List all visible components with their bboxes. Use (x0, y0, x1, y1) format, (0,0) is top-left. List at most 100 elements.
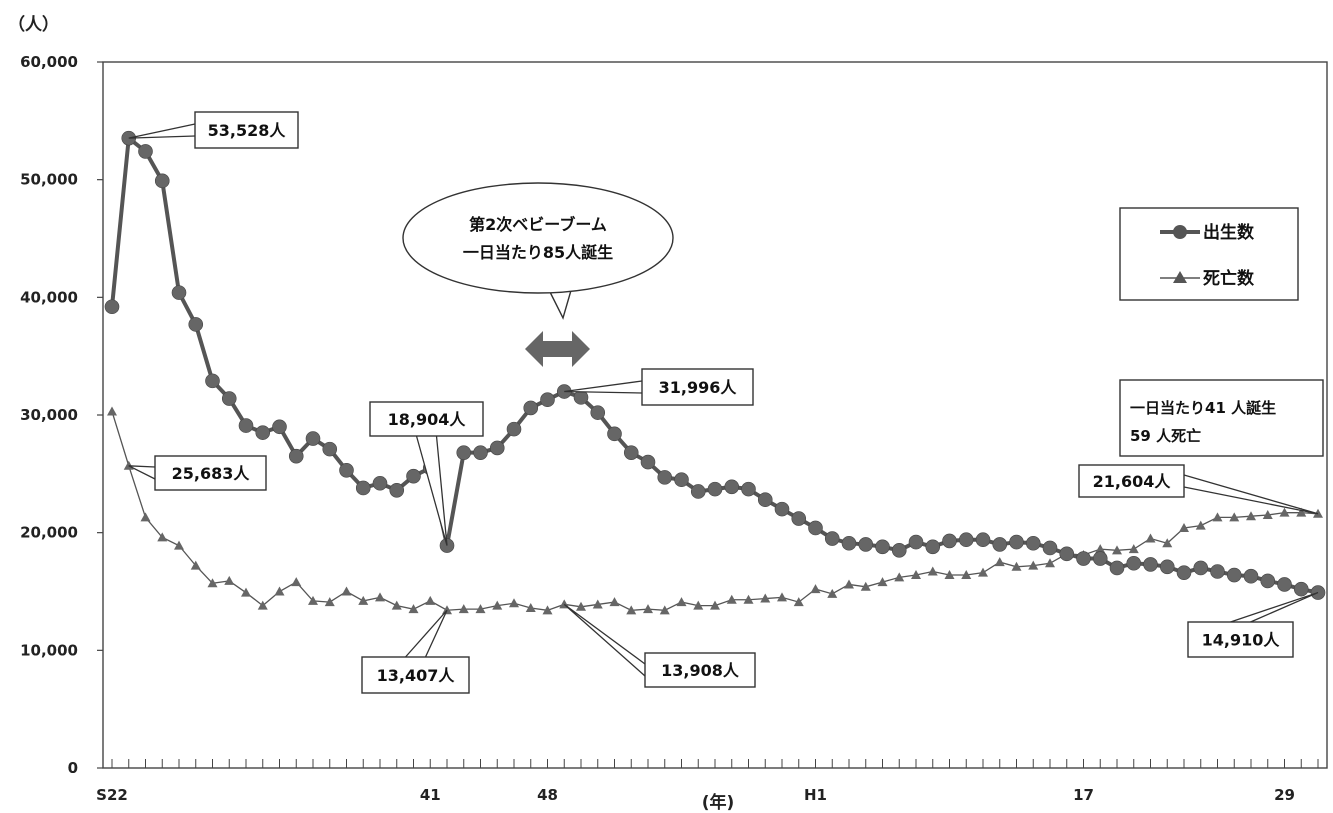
births-point (1143, 557, 1158, 572)
deaths-point (659, 605, 670, 615)
deaths-point (509, 598, 519, 608)
callout-box (154, 455, 267, 491)
births-point (1076, 551, 1091, 566)
deaths-point (257, 600, 268, 610)
series-line-births (110, 136, 1319, 595)
deaths-point (190, 560, 201, 570)
y-tick-label: 60,000 (20, 53, 78, 71)
births-point (908, 534, 924, 550)
births-point (104, 299, 120, 315)
y-tick-label: 20,000 (20, 524, 78, 542)
callout-box (194, 111, 299, 149)
deaths-point (860, 581, 871, 591)
deaths-point (726, 594, 737, 604)
deaths-point (710, 600, 720, 610)
births-point (674, 472, 689, 488)
deaths-point (475, 604, 486, 614)
deaths-point (358, 595, 369, 605)
deaths-point (341, 586, 352, 596)
deaths-point (994, 557, 1005, 567)
legend-label-births: 出生数 (1203, 222, 1255, 243)
births-point (1293, 581, 1309, 597)
deaths-point (592, 599, 603, 609)
deaths-point (391, 600, 402, 610)
callout-box (641, 368, 754, 406)
births-point (339, 463, 354, 478)
births-point (774, 501, 790, 517)
y-tick-label: 30,000 (20, 406, 78, 424)
deaths-point (1145, 533, 1156, 543)
deaths-point (810, 584, 821, 594)
deaths-point (844, 579, 854, 589)
births-point (841, 535, 857, 551)
births-point (389, 483, 405, 498)
births-point (741, 481, 756, 497)
series-layer (104, 130, 1326, 615)
y-axis-unit-label: （人） (8, 14, 59, 35)
legend-frame (1119, 207, 1299, 301)
births-point (489, 440, 505, 456)
births-point (221, 391, 237, 406)
callout-pointer (128, 465, 156, 480)
deaths-point (894, 572, 905, 582)
deaths-point (1246, 511, 1256, 521)
births-point (355, 480, 371, 496)
axes: 0 10,000 20,000 30,000 40,000 50,000 60,000 S22… (20, 53, 1328, 804)
deaths-point (1162, 538, 1173, 548)
births-point (188, 317, 204, 332)
y-tick-label: 50,000 (20, 171, 78, 189)
callout-label: 53,528人 (208, 121, 287, 140)
deaths-point (1028, 560, 1039, 570)
births-point (456, 445, 472, 460)
callout-box (369, 401, 484, 437)
births-point (1009, 534, 1024, 550)
births-point (1176, 565, 1192, 580)
callout-label: 25,683人 (172, 464, 251, 483)
info-box: 一日当たり41 人誕生 59 人死亡 (1119, 379, 1324, 457)
births-point (623, 445, 639, 460)
births-point (1126, 555, 1142, 571)
y-tick-label: 40,000 (20, 288, 78, 306)
deaths-point (676, 597, 687, 607)
births-point (942, 533, 957, 549)
deaths-point (927, 566, 938, 576)
x-tick-label: 17 (1073, 786, 1094, 804)
births-point (171, 285, 187, 300)
callout-box (644, 652, 756, 688)
double-arrow-icon (525, 331, 590, 367)
callout-pointer (405, 609, 448, 658)
deaths-point (1229, 512, 1240, 522)
deaths-point (1095, 544, 1106, 554)
deaths-point (743, 594, 754, 604)
x-tick-label: 48 (537, 786, 558, 804)
births-point (707, 481, 723, 497)
deaths-point (291, 577, 302, 587)
births-point (154, 173, 170, 189)
x-tick-label: 41 (420, 786, 441, 804)
births-point (1159, 559, 1175, 575)
deaths-point (157, 532, 168, 542)
deaths-point (643, 604, 653, 614)
deaths-point (492, 600, 503, 610)
births-point (1210, 564, 1225, 579)
deaths-point (1179, 522, 1189, 532)
births-point (238, 418, 254, 433)
births-point (757, 492, 773, 508)
callout-label: 14,910人 (1202, 631, 1281, 650)
deaths-point (1279, 507, 1290, 517)
births-point (205, 373, 220, 389)
deaths-point (760, 593, 771, 603)
deaths-point (978, 567, 988, 577)
bubble-ellipse (402, 182, 674, 294)
births-point (1260, 573, 1276, 589)
legend-circle-marker-icon (1173, 225, 1187, 239)
births-point (858, 537, 874, 552)
callout-pointer (564, 380, 643, 394)
births-point (1059, 546, 1075, 562)
deaths-point (1212, 512, 1223, 522)
legend-triangle-marker-icon (1173, 271, 1187, 283)
births-point (473, 445, 488, 460)
births-point (288, 448, 304, 464)
deaths-point (425, 595, 436, 605)
births-point (975, 532, 991, 548)
